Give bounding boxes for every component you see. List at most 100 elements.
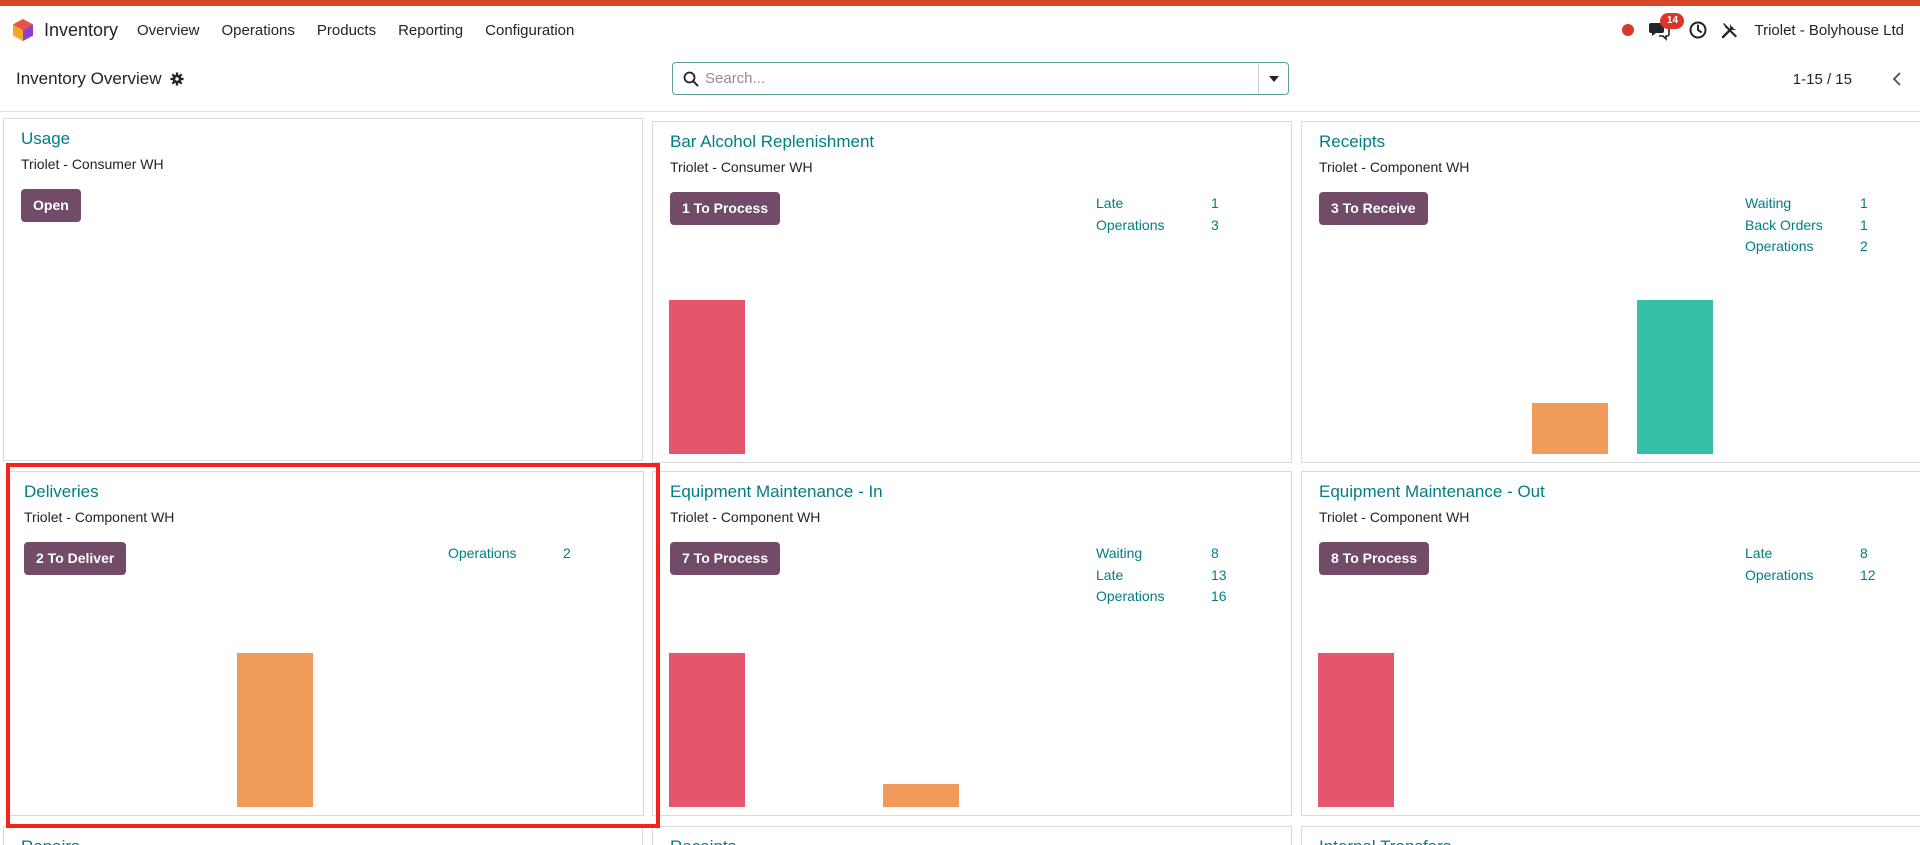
stat-label[interactable]: Operations: [1096, 216, 1165, 233]
stat-row[interactable]: Operations 12: [1745, 567, 1890, 589]
company-switcher[interactable]: Triolet - Bolyhouse Ltd: [1754, 21, 1904, 39]
card-warehouse: Triolet - Component WH: [670, 509, 821, 525]
graph-bar[interactable]: [669, 653, 745, 807]
stat-row[interactable]: Waiting 8: [1096, 545, 1241, 567]
card-warehouse: Triolet - Component WH: [24, 509, 175, 525]
graph-bar[interactable]: [1318, 653, 1394, 807]
stat-value[interactable]: 12: [1860, 566, 1876, 583]
card-title[interactable]: Equipment Maintenance - In: [670, 482, 883, 501]
stat-value[interactable]: 16: [1211, 588, 1227, 604]
card-warehouse: Triolet - Component WH: [1319, 159, 1470, 175]
menu-operations[interactable]: Operations: [221, 22, 295, 39]
stat-value[interactable]: 8: [1860, 545, 1868, 561]
stat-row[interactable]: Operations 2: [1745, 238, 1890, 260]
card-stats: Waiting 8 Late 13 Operations 16: [1096, 545, 1241, 610]
card-action-button[interactable]: 7 To Process: [670, 542, 781, 575]
search-options-toggle[interactable]: [1258, 63, 1288, 94]
card-title[interactable]: Receipts: [670, 837, 736, 845]
stat-label[interactable]: Operations: [1745, 566, 1814, 583]
card-title[interactable]: Receipts: [1319, 132, 1386, 151]
operation-card[interactable]: Deliveries Triolet - Component WH 2 To Del…: [6, 471, 644, 816]
graph-bar[interactable]: [1532, 403, 1608, 454]
card-warehouse: Triolet - Consumer WH: [670, 159, 813, 175]
app-name[interactable]: Inventory: [44, 20, 119, 40]
top-status-strip: [0, 0, 1920, 6]
search-bar: [672, 62, 1289, 95]
card-action-button[interactable]: 2 To Deliver: [24, 542, 127, 575]
operation-card[interactable]: Internal Transfers: [1301, 826, 1920, 845]
graph-bar[interactable]: [1637, 300, 1713, 454]
chat-button[interactable]: 14: [1648, 13, 1685, 41]
stat-value[interactable]: 1: [1860, 216, 1868, 233]
stat-value[interactable]: 1: [1860, 195, 1868, 211]
chevron-left-icon[interactable]: [1890, 71, 1904, 87]
stat-value[interactable]: 2: [1860, 238, 1868, 254]
search-input[interactable]: [705, 66, 1225, 91]
stat-label[interactable]: Operations: [1745, 238, 1814, 254]
stat-label[interactable]: Operations: [448, 545, 517, 561]
operation-card[interactable]: Equipment Maintenance - In Triolet - Comp…: [652, 471, 1292, 816]
stat-row[interactable]: Late 1: [1096, 195, 1241, 217]
stat-label[interactable]: Waiting: [1096, 545, 1143, 561]
main-navbar: Inventory Overview Operations Products R…: [0, 6, 1920, 52]
card-warehouse: Triolet - Component WH: [1319, 509, 1470, 525]
card-stats: Operations 2: [448, 545, 593, 567]
stat-row[interactable]: Operations 16: [1096, 588, 1241, 610]
stat-label[interactable]: Operations: [1096, 588, 1165, 604]
control-panel: Inventory Overview 1-15 / 15: [0, 52, 1920, 112]
menu-products[interactable]: Products: [316, 22, 377, 39]
graph-bar[interactable]: [237, 653, 313, 807]
systray: 14 Triolet - Bolyhouse Ltd: [1622, 13, 1904, 42]
stat-value[interactable]: 2: [563, 545, 571, 561]
page-title: Inventory Overview: [16, 69, 184, 89]
stat-row[interactable]: Late 13: [1096, 567, 1241, 589]
caret-down-icon: [1268, 75, 1279, 82]
graph-bar[interactable]: [883, 784, 959, 807]
stat-label[interactable]: Late: [1745, 545, 1773, 561]
card-title[interactable]: Internal Transfers: [1319, 837, 1451, 845]
inventory-app-icon[interactable]: [12, 18, 34, 42]
operation-card[interactable]: Repairs: [3, 826, 643, 845]
stat-label[interactable]: Back Orders: [1745, 216, 1823, 233]
stat-value[interactable]: 8: [1211, 545, 1219, 561]
card-title[interactable]: Deliveries: [24, 482, 99, 501]
card-stats: Waiting 1 Back Orders 1 Operations 2: [1745, 195, 1890, 260]
chat-badge: 14: [1660, 13, 1685, 29]
card-action-button[interactable]: Open: [21, 189, 81, 222]
stat-row[interactable]: Operations 3: [1096, 217, 1241, 239]
stat-row[interactable]: Back Orders 1: [1745, 217, 1890, 239]
card-title[interactable]: Usage: [21, 129, 71, 148]
clock-icon[interactable]: [1688, 20, 1708, 40]
stat-value[interactable]: 1: [1211, 195, 1219, 211]
stat-row[interactable]: Late 8: [1745, 545, 1890, 567]
stat-row[interactable]: Operations 2: [448, 545, 593, 567]
card-title[interactable]: Repairs: [21, 837, 80, 845]
pager-value[interactable]: 1-15 / 15: [1792, 71, 1852, 88]
card-title[interactable]: Equipment Maintenance - Out: [1319, 482, 1545, 501]
stat-value[interactable]: 13: [1211, 566, 1227, 583]
graph-bar[interactable]: [669, 300, 745, 454]
stat-label[interactable]: Waiting: [1745, 195, 1792, 211]
debug-tools-icon[interactable]: [1720, 20, 1740, 40]
top-menu: Overview Operations Products Reporting C…: [137, 22, 596, 39]
menu-configuration[interactable]: Configuration: [485, 22, 575, 39]
stat-value[interactable]: 3: [1211, 216, 1219, 233]
menu-reporting[interactable]: Reporting: [398, 22, 464, 39]
stat-row[interactable]: Waiting 1: [1745, 195, 1890, 217]
operation-card[interactable]: Bar Alcohol Replenishment Triolet - Consu…: [652, 121, 1292, 463]
stat-label[interactable]: Late: [1096, 566, 1124, 583]
recording-dot-icon[interactable]: [1622, 24, 1635, 36]
card-action-button[interactable]: 1 To Process: [670, 192, 781, 225]
card-stats: Late 8 Operations 12: [1745, 545, 1890, 588]
card-action-button[interactable]: 3 To Receive: [1319, 192, 1428, 225]
search-icon: [683, 71, 699, 87]
operation-card[interactable]: Usage Triolet - Consumer WH Open: [3, 118, 643, 461]
card-action-button[interactable]: 8 To Process: [1319, 542, 1430, 575]
menu-overview[interactable]: Overview: [137, 22, 200, 39]
gear-icon[interactable]: [169, 72, 184, 86]
operation-card[interactable]: Receipts Triolet - Component WH 3 To Recei…: [1301, 121, 1920, 463]
operation-card[interactable]: Equipment Maintenance - Out Triolet - Com…: [1301, 471, 1920, 816]
operation-card[interactable]: Receipts: [652, 826, 1292, 845]
stat-label[interactable]: Late: [1096, 195, 1124, 211]
card-title[interactable]: Bar Alcohol Replenishment: [670, 132, 875, 151]
